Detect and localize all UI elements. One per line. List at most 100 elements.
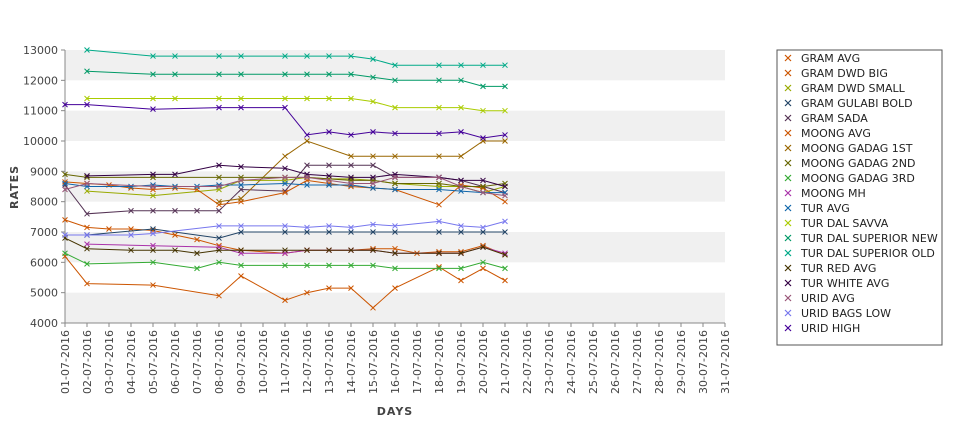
legend-label: MOONG GADAG 2ND	[801, 157, 915, 170]
data-point	[304, 71, 310, 78]
data-point	[172, 247, 178, 254]
data-point	[150, 95, 156, 102]
data-point	[216, 235, 222, 241]
data-point	[84, 101, 90, 108]
x-tick-label: 18-07-2016	[433, 330, 446, 394]
series-urid-bags-low	[62, 218, 508, 238]
data-point	[502, 265, 508, 272]
data-point	[370, 229, 376, 235]
x-tick-label: 06-07-2016	[169, 330, 182, 394]
data-point	[84, 188, 90, 194]
data-point	[502, 198, 508, 205]
legend-label: TUR AVG	[800, 202, 850, 215]
data-point	[304, 138, 310, 144]
x-tick-label: 15-07-2016	[367, 330, 380, 394]
data-point	[238, 95, 244, 102]
data-point	[502, 83, 508, 90]
x-tick-label: 13-07-2016	[323, 330, 336, 394]
data-point	[480, 224, 486, 231]
data-point	[392, 77, 398, 84]
data-point	[84, 180, 90, 187]
data-point	[348, 132, 354, 138]
data-point	[150, 53, 156, 59]
data-point	[62, 101, 68, 108]
data-point	[194, 250, 200, 257]
data-point	[172, 95, 178, 102]
data-point	[84, 47, 90, 53]
series-line	[86, 228, 505, 239]
data-point	[172, 207, 178, 214]
data-point	[62, 250, 68, 257]
data-point	[304, 53, 310, 59]
data-point	[348, 180, 354, 187]
data-point	[106, 226, 112, 232]
data-point	[282, 165, 288, 172]
data-point	[304, 229, 310, 235]
data-point	[436, 201, 442, 208]
data-point	[216, 198, 222, 205]
data-point	[84, 260, 90, 267]
data-point	[238, 177, 244, 184]
data-point	[304, 182, 310, 188]
data-point	[238, 223, 244, 229]
data-point	[172, 232, 178, 238]
data-point	[326, 262, 332, 269]
x-tick-label: 12-07-2016	[301, 330, 314, 394]
legend-box	[776, 49, 943, 346]
y-tick-label: 6000	[30, 256, 58, 269]
data-point	[238, 71, 244, 78]
data-point	[458, 177, 464, 184]
x-tick-label: 16-07-2016	[389, 330, 402, 394]
x-tick-label: 09-07-2016	[235, 330, 248, 394]
data-point	[502, 62, 508, 69]
series-moong-gadag-1st	[216, 138, 508, 205]
legend-marker	[784, 99, 792, 107]
data-point	[216, 104, 222, 111]
x-tick-label: 05-07-2016	[147, 330, 160, 394]
data-point	[392, 250, 398, 257]
data-point	[480, 265, 486, 272]
x-axis-title: DAYS	[377, 405, 413, 418]
data-point	[392, 245, 398, 252]
x-tick-label: 30-07-2016	[697, 330, 710, 394]
x-tick-label: 28-07-2016	[653, 330, 666, 394]
data-point	[348, 162, 354, 169]
data-point	[502, 192, 508, 199]
data-point	[436, 153, 442, 160]
x-tick-label: 25-07-2016	[587, 330, 600, 394]
x-tick-label: 22-07-2016	[521, 330, 534, 394]
data-point	[326, 129, 332, 135]
legend-marker	[784, 234, 792, 242]
data-point	[370, 98, 376, 105]
data-point	[458, 223, 464, 229]
data-point	[436, 180, 442, 187]
data-point	[282, 71, 288, 78]
data-point	[370, 74, 376, 81]
legend-marker	[784, 219, 792, 227]
y-tick-label: 9000	[30, 165, 58, 178]
x-tick-label: 10-07-2016	[257, 330, 270, 394]
data-point	[62, 180, 68, 187]
legend-marker	[784, 324, 792, 332]
data-point	[348, 224, 354, 231]
y-tick-label: 10000	[23, 135, 58, 148]
x-tick-label: 01-07-2016	[59, 330, 72, 394]
data-point	[150, 207, 156, 214]
data-point	[326, 223, 332, 229]
y-tick-label: 4000	[30, 317, 58, 330]
data-point	[480, 229, 486, 235]
series-line	[64, 237, 506, 256]
data-point	[348, 229, 354, 235]
series-line	[64, 173, 506, 187]
series-tur-dal-savva	[84, 95, 508, 114]
data-point	[348, 247, 354, 254]
x-tick-label: 19-07-2016	[455, 330, 468, 394]
legend-label: MOONG GADAG 1ST	[801, 142, 913, 155]
data-point	[238, 186, 244, 193]
data-point	[480, 244, 486, 251]
x-tick-label: 23-07-2016	[543, 330, 556, 394]
series-urid-avg	[62, 174, 508, 199]
data-point	[370, 262, 376, 269]
data-point	[216, 174, 222, 181]
data-point	[436, 130, 442, 137]
